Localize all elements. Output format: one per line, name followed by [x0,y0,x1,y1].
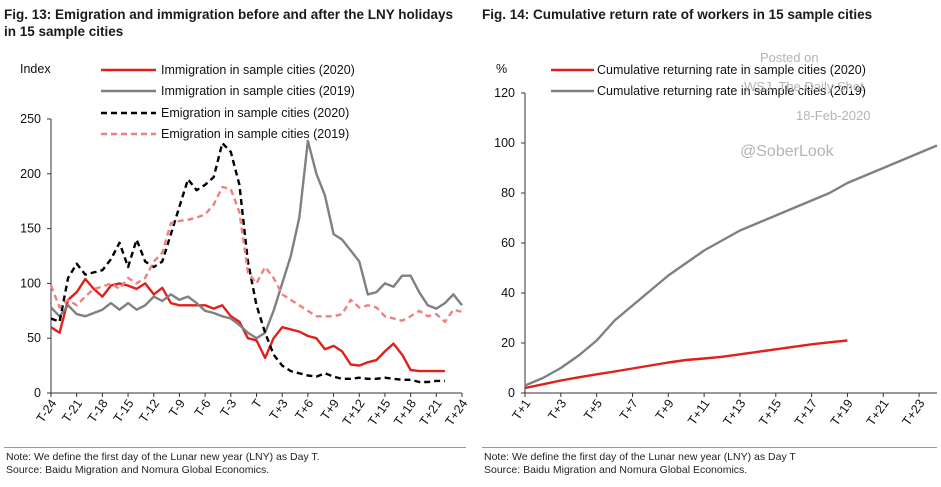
y-tick-label: 80 [501,186,515,200]
y-tick-label: 100 [20,276,41,290]
fig14-title: Fig. 14: Cumulative return rate of worke… [482,7,873,22]
y-tick-label: 0 [508,386,515,400]
fig14-panel: Fig. 14: Cumulative return rate of worke… [478,0,941,487]
x-tick-label: T+15 [756,397,784,429]
fig13-source: Source: Baidu Migration and Nomura Globa… [6,464,270,476]
x-tick-label: T+1 [509,397,533,423]
fig13-note: Note: We define the first day of the Lun… [6,451,320,463]
x-tick-label: T+5 [581,397,605,423]
x-tick-label: T+11 [685,397,713,428]
x-tick-label: T+7 [617,397,641,423]
legend-label-cumulative-returning-rate-in-sample-cities-2019: Cumulative returning rate in sample citi… [597,84,866,98]
x-tick-label: T-3 [217,397,239,420]
y-tick-label: 0 [34,386,41,400]
x-tick-label: T+3 [545,397,569,423]
x-tick-label: T+18 [391,397,419,429]
y-tick-label: 20 [501,336,515,350]
x-tick-label: T+21 [417,397,445,429]
fig14-note-divider [482,447,937,448]
legend-label-immigration-in-sample-cities-2019: Immigration in sample cities (2019) [161,84,355,98]
fig14-chart: % 0 20 40 60 80 100 120 T+1 T+3 T+5 T+7 T+9 T+11 T+13 T… [494,62,938,429]
y-tick-label: 40 [501,286,515,300]
y-axis-unit-label: Index [20,62,51,76]
series-line-cumulative-returning-rate-in-sample-cities-2019 [524,144,938,387]
series-line-cumulative-returning-rate-in-sample-cities-2020 [524,339,848,390]
fig13-title: Fig. 13: Emigration and immigration befo… [4,7,454,39]
y-tick-label: 150 [20,222,41,236]
x-tick-label: T+13 [720,397,748,429]
fig13-note-divider [4,447,466,448]
x-tick-label: T+3 [267,397,291,423]
y-tick-label: 60 [501,236,515,250]
fig14-note: Note: We define the first day of the Lun… [484,451,796,463]
x-tick-label: T-12 [136,397,162,426]
legend-label-cumulative-returning-rate-in-sample-cities-2020: Cumulative returning rate in sample citi… [597,63,866,77]
legend-label-emigration-in-sample-cities-2020: Emigration in sample cities (2020) [161,106,349,120]
y-axis-unit-label: % [496,62,507,76]
x-tick-label: T+21 [864,397,892,429]
x-tick-label: T+6 [292,397,316,423]
legend-label-emigration-in-sample-cities-2019: Emigration in sample cities (2019) [161,127,349,141]
x-tick-label: T-15 [111,397,137,426]
x-tick-label: T-6 [192,397,214,420]
x-tick-label: T+19 [828,397,856,429]
series-line-immigration-in-sample-cities-2019 [50,139,463,340]
x-tick-label: T+15 [365,397,393,429]
x-tick-label: T+23 [900,397,928,429]
legend-label-immigration-in-sample-cities-2020: Immigration in sample cities (2020) [161,63,355,77]
x-tick-label: T+24 [442,397,470,429]
series-line-emigration-in-sample-cities-2019 [49,185,463,323]
x-tick-label: T [249,396,265,411]
x-tick-label: T-24 [34,397,60,426]
y-tick-label: 50 [27,331,41,345]
fig13-chart: Index 0 50 100 150 200 250 T-24 T-21 T-18 T-15 T-12… [20,62,470,429]
series-line-emigration-in-sample-cities-2020 [50,141,445,384]
y-tick-label: 200 [20,167,41,181]
x-tick-label: T+9 [318,397,342,423]
y-tick-label: 100 [494,136,515,150]
y-tick-label: 120 [494,86,515,100]
x-tick-label: T+17 [792,397,820,429]
x-tick-label: T-9 [166,397,188,420]
y-tick-label: 250 [20,112,41,126]
x-tick-label: T+12 [340,397,368,429]
fig13-panel: Fig. 13: Emigration and immigration befo… [0,0,470,487]
fig14-source: Source: Baidu Migration and Nomura Globa… [484,464,748,476]
x-tick-label: T-21 [59,397,85,426]
series-line-immigration-in-sample-cities-2020 [50,277,445,373]
x-tick-label: T+9 [653,397,677,423]
x-tick-label: T-18 [85,397,111,426]
